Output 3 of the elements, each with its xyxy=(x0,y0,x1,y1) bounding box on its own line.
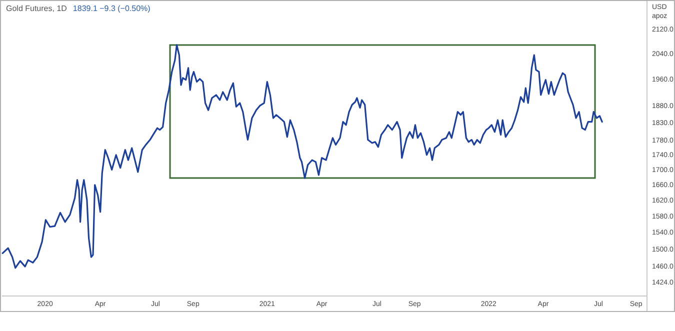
chart-subtitle: 1839.1 −9.3 (−0.50%) xyxy=(72,4,151,13)
line-series xyxy=(2,44,603,269)
chart-title: Gold Futures, 1D xyxy=(6,4,68,13)
